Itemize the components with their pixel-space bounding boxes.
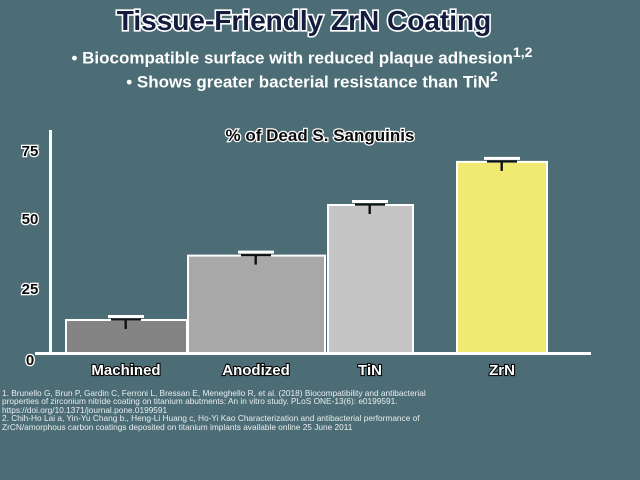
svg-text:Tissue-Friendly ZrN Coating: Tissue-Friendly ZrN Coating bbox=[117, 5, 491, 36]
svg-text:Anodized: Anodized bbox=[222, 362, 290, 379]
svg-text:% of Dead S. Sanguinis: % of Dead S. Sanguinis bbox=[226, 126, 415, 145]
svg-text:75: 75 bbox=[22, 143, 39, 160]
svg-text:TiN: TiN bbox=[358, 362, 382, 379]
svg-text:25: 25 bbox=[22, 281, 39, 298]
svg-text:50: 50 bbox=[22, 211, 39, 228]
svg-text:0: 0 bbox=[26, 352, 34, 369]
svg-text:ZrN: ZrN bbox=[489, 362, 515, 379]
svg-text:Machined: Machined bbox=[91, 362, 160, 379]
